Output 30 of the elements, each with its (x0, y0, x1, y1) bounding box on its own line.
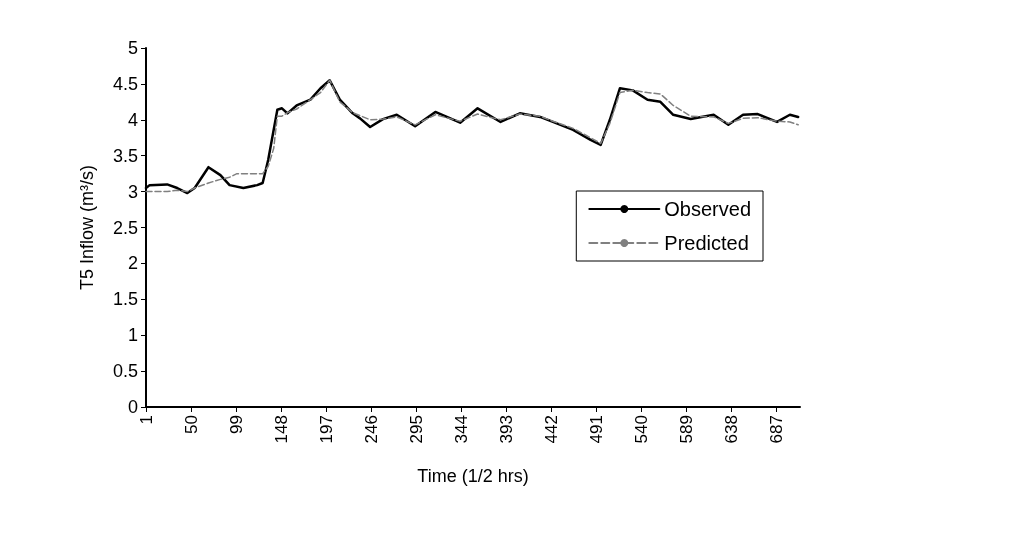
legend-label: Observed (664, 198, 752, 220)
x-tick-label: 344 (451, 415, 471, 444)
x-tick-label: 442 (541, 415, 561, 444)
x-tick-label: 246 (361, 415, 381, 444)
x-tick-label: 50 (181, 415, 201, 434)
legend-label: Predicted (664, 232, 749, 254)
x-tick-label: 687 (766, 415, 786, 444)
x-tick-label: 1 (136, 415, 156, 425)
y-tick-label: 1.5 (112, 289, 138, 310)
y-tick-label: 2 (127, 253, 138, 274)
x-tick-label: 99 (226, 415, 246, 434)
x-tick-label: 589 (676, 415, 696, 444)
x-tick-label: 491 (586, 415, 606, 444)
x-tick-label: 295 (406, 415, 426, 444)
y-tick-label: 3.5 (112, 145, 138, 166)
x-axis-title: Time (1/2 hrs) (417, 466, 529, 486)
y-tick-label: 0.5 (112, 361, 138, 382)
x-tick-label: 638 (721, 415, 741, 444)
x-tick-label: 393 (496, 415, 516, 444)
x-tick-label: 148 (271, 415, 291, 444)
y-tick-label: 0 (127, 397, 138, 417)
x-tick-label: 540 (631, 415, 651, 444)
y-tick-label: 5 (127, 38, 138, 58)
y-tick-label: 4 (127, 109, 138, 130)
y-tick-label: 4.5 (112, 73, 138, 94)
y-tick-label: 1 (127, 325, 138, 346)
y-tick-label: 2.5 (112, 217, 138, 238)
y-axis-title: T5 Inflow (m³/s) (77, 164, 97, 291)
x-tick-label: 197 (316, 415, 336, 444)
y-tick-label: 3 (127, 181, 138, 202)
